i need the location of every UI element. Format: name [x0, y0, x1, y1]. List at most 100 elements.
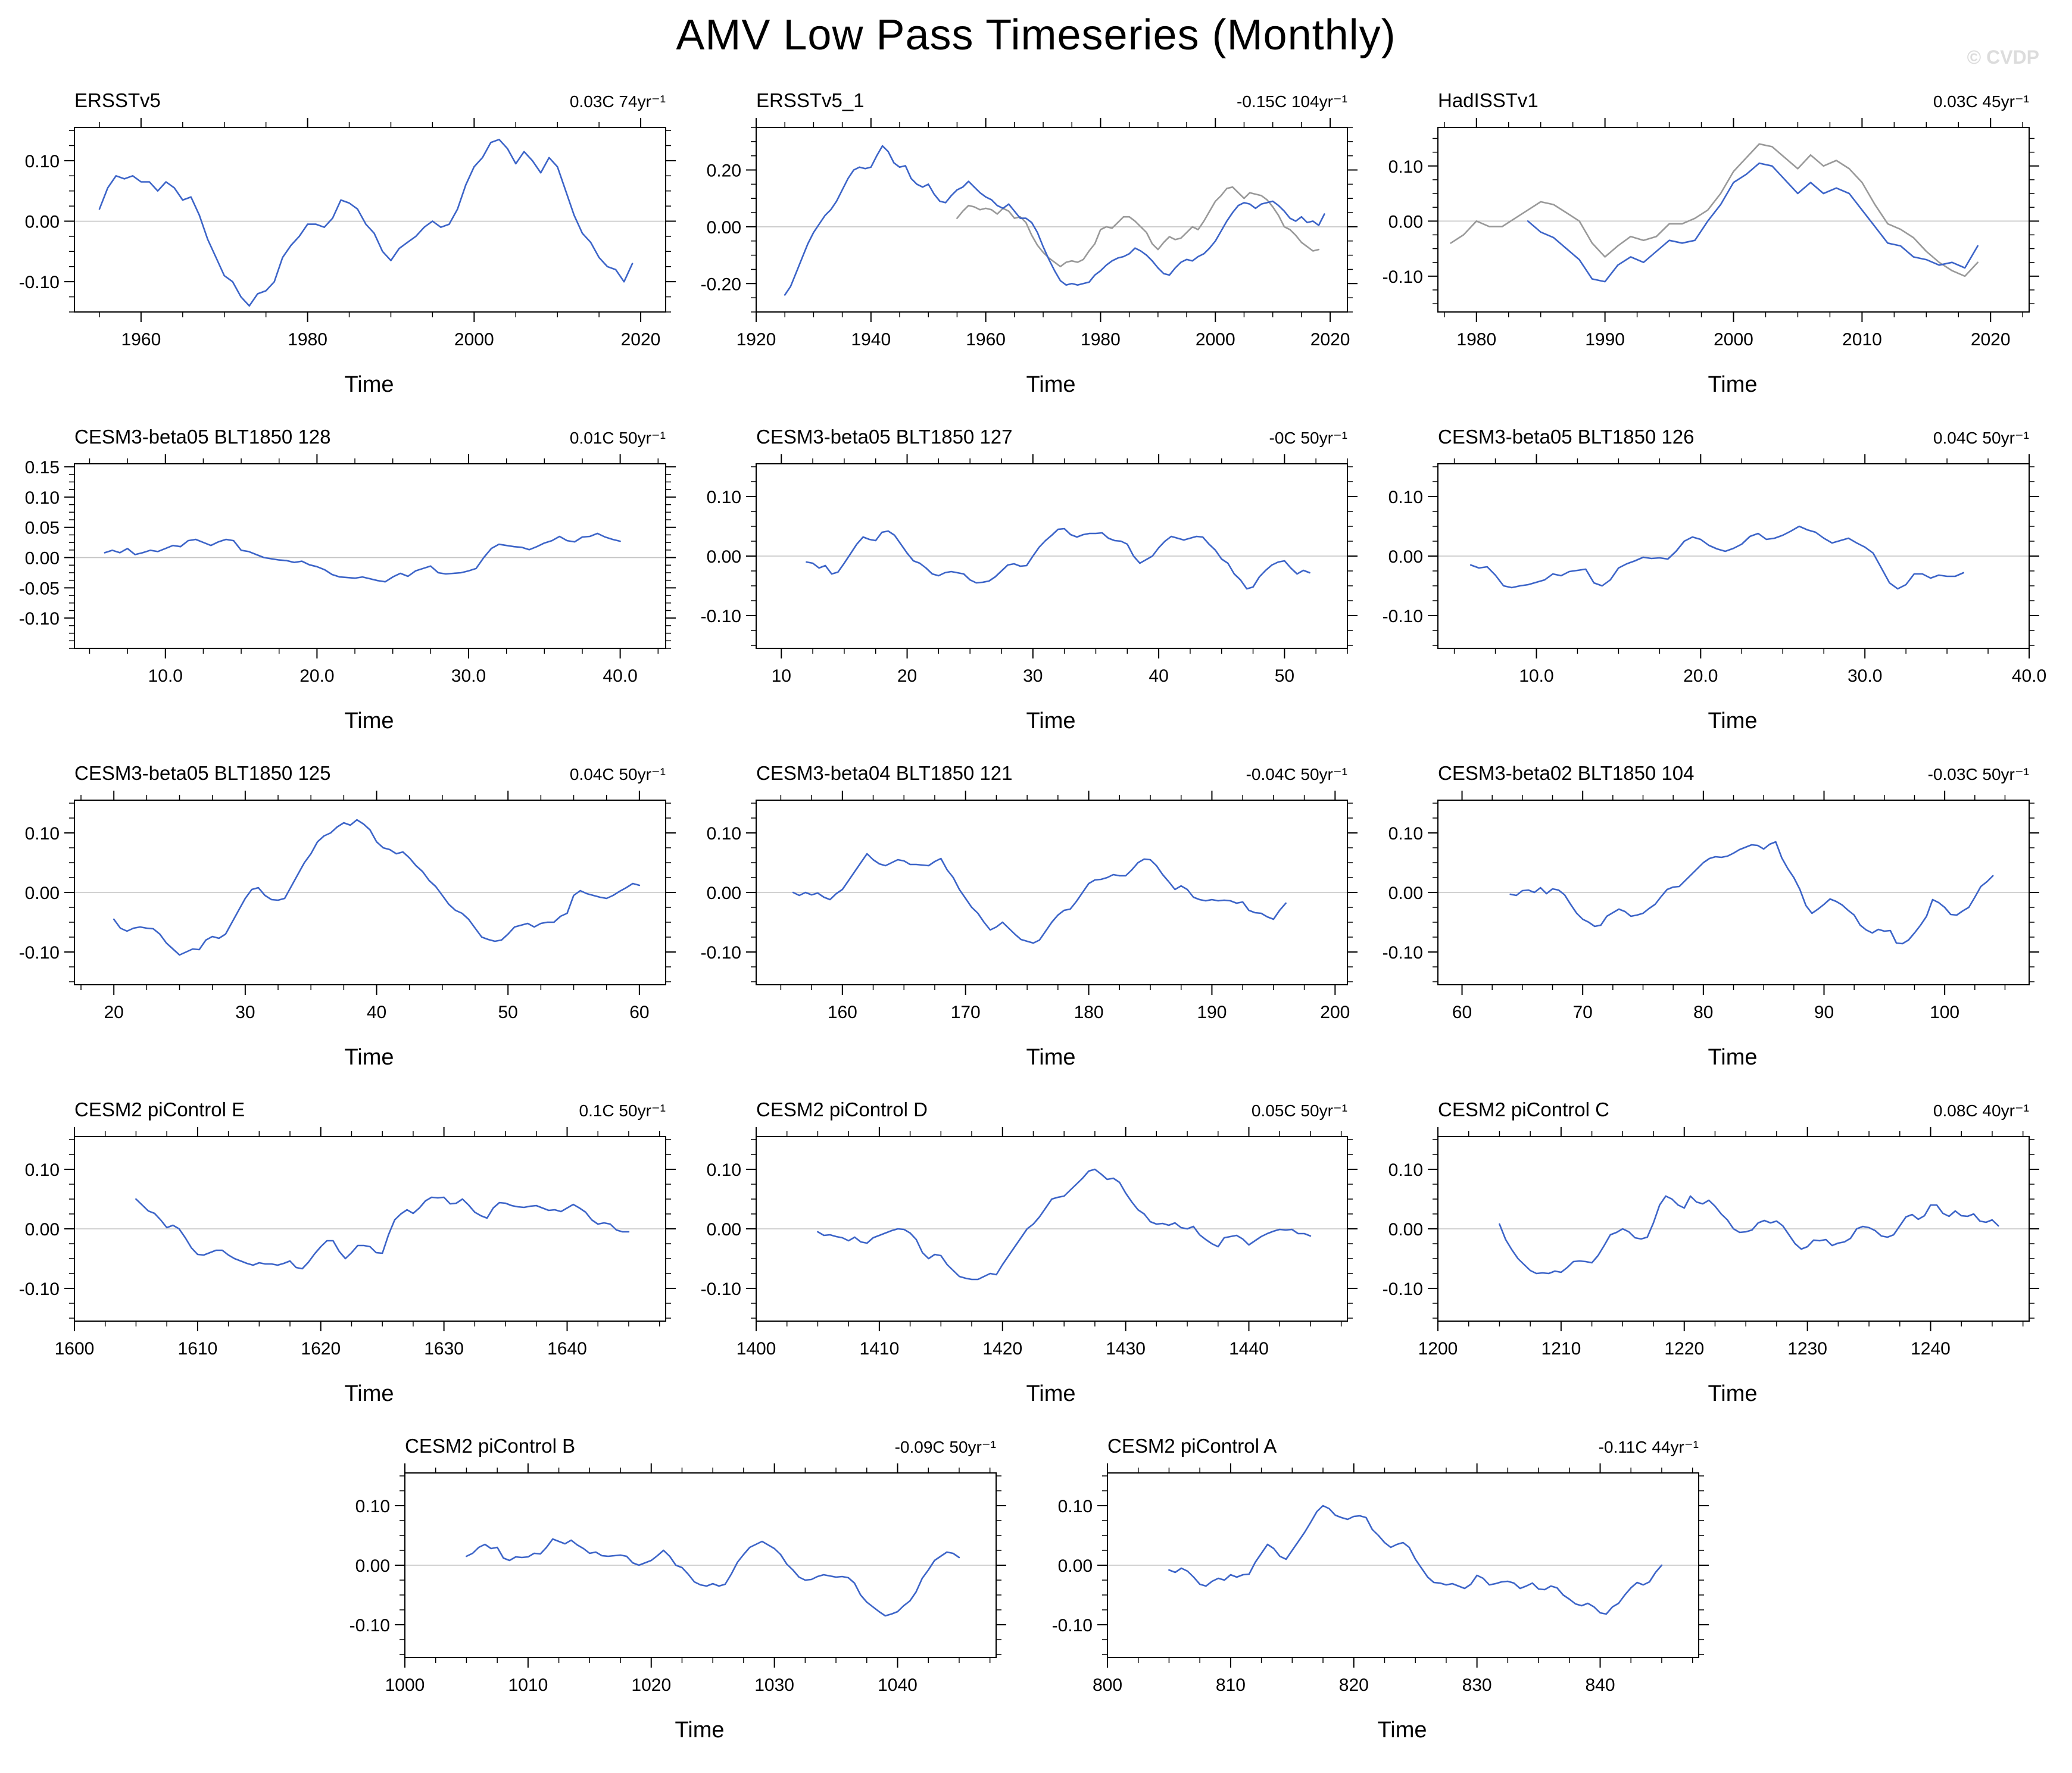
- x-axis-label: Time: [1708, 1045, 1758, 1070]
- svg-text:1220: 1220: [1664, 1339, 1704, 1359]
- page-header: AMV Low Pass Timeseries (Monthly) © CVDP: [0, 0, 2072, 89]
- svg-text:0.10: 0.10: [355, 1497, 390, 1516]
- panel-title: CESM2 piControl C: [1438, 1098, 1609, 1120]
- svg-text:2000: 2000: [454, 330, 494, 349]
- svg-text:0.10: 0.10: [25, 152, 60, 171]
- svg-text:1410: 1410: [860, 1339, 900, 1359]
- svg-text:1440: 1440: [1229, 1339, 1269, 1359]
- svg-text:-0.10: -0.10: [701, 1279, 741, 1299]
- panel-title: CESM3-beta05 BLT1850 127: [756, 426, 1013, 448]
- x-axis-label: Time: [1708, 372, 1758, 397]
- panel-trend: 0.04C 50yr⁻¹: [569, 765, 666, 784]
- svg-text:60: 60: [1452, 1003, 1472, 1022]
- svg-text:800: 800: [1093, 1675, 1122, 1695]
- svg-text:1000: 1000: [385, 1675, 425, 1695]
- svg-text:0.00: 0.00: [1058, 1556, 1093, 1576]
- x-axis-label: Time: [1026, 708, 1076, 733]
- svg-text:0.10: 0.10: [1388, 157, 1423, 177]
- svg-text:180: 180: [1074, 1003, 1104, 1022]
- svg-text:1210: 1210: [1541, 1339, 1581, 1359]
- svg-text:1400: 1400: [737, 1339, 776, 1359]
- panel-cesm2-picontrol-d: CESM2 piControl D 0.05C 50yr⁻¹ 1400 1410 14…: [700, 1098, 1372, 1411]
- svg-text:1430: 1430: [1106, 1339, 1146, 1359]
- x-axis-label: Time: [1708, 1381, 1758, 1406]
- svg-text:0.00: 0.00: [707, 884, 741, 903]
- svg-text:-0.10: -0.10: [1052, 1616, 1093, 1635]
- panel-title: HadISSTv1: [1438, 89, 1539, 111]
- svg-text:0.10: 0.10: [1388, 1160, 1423, 1180]
- panel-cesm3-beta05-blt1850-125: CESM3-beta05 BLT1850 125 0.04C 50yr⁻¹ 20 3…: [18, 762, 691, 1075]
- svg-text:0.10: 0.10: [25, 824, 60, 844]
- x-axis-label: Time: [1708, 708, 1758, 733]
- panel-trend: -0.04C 50yr⁻¹: [1246, 765, 1347, 784]
- panel-title: CESM2 piControl D: [756, 1098, 928, 1120]
- timeseries-plot: 1400 1410 1420 1430 1440 0.10 0.00 -0.10: [701, 1127, 1358, 1359]
- svg-text:50: 50: [498, 1003, 518, 1022]
- svg-text:810: 810: [1216, 1675, 1246, 1695]
- panel-title: CESM3-beta05 BLT1850 128: [74, 426, 331, 448]
- svg-text:-0.10: -0.10: [19, 943, 60, 963]
- x-axis-label: Time: [1026, 1045, 1076, 1070]
- panel-title: CESM3-beta04 BLT1850 121: [756, 762, 1013, 784]
- svg-text:10.0: 10.0: [1519, 666, 1553, 686]
- svg-text:2010: 2010: [1842, 330, 1882, 349]
- svg-text:-0.10: -0.10: [19, 1279, 60, 1299]
- svg-text:30: 30: [235, 1003, 255, 1022]
- svg-text:2020: 2020: [1971, 330, 2011, 349]
- svg-text:30.0: 30.0: [451, 666, 486, 686]
- svg-text:1640: 1640: [547, 1339, 587, 1359]
- x-axis-label: Time: [344, 1381, 394, 1406]
- svg-text:1630: 1630: [424, 1339, 464, 1359]
- svg-text:1620: 1620: [301, 1339, 341, 1359]
- svg-text:0.00: 0.00: [1388, 212, 1423, 232]
- svg-text:-0.10: -0.10: [1383, 607, 1423, 626]
- panel-title: CESM3-beta05 BLT1850 126: [1438, 426, 1695, 448]
- x-axis-label: Time: [1026, 1381, 1076, 1406]
- timeseries-plot: 10 20 30 40 50 0.10 0.00 -0.10: [701, 454, 1358, 686]
- svg-text:0.20: 0.20: [707, 161, 741, 181]
- svg-text:-0.10: -0.10: [701, 943, 741, 963]
- timeseries-plot: 1960 1980 2000 2020 0.10 0.00 -0.10: [19, 118, 676, 349]
- svg-text:0.10: 0.10: [1058, 1497, 1093, 1516]
- timeseries-plot: 10.0 20.0 30.0 40.0 0.15 0.10 0.05 0.00 -0.05 -0.…: [19, 454, 676, 686]
- panel-grid-last-row: CESM2 piControl B -0.09C 50yr⁻¹ 1000 1010 1…: [0, 1435, 2072, 1747]
- panel-trend: 0.08C 40yr⁻¹: [1933, 1101, 2029, 1120]
- x-axis-label: Time: [1026, 372, 1076, 397]
- svg-text:70: 70: [1573, 1003, 1593, 1022]
- x-axis-label: Time: [344, 1045, 394, 1070]
- x-axis-label: Time: [344, 708, 394, 733]
- svg-text:0.00: 0.00: [25, 1220, 60, 1240]
- svg-text:-0.20: -0.20: [701, 274, 741, 294]
- panel-cesm2-picontrol-c: CESM2 piControl C 0.08C 40yr⁻¹ 1200 1210 12…: [1381, 1098, 2054, 1411]
- svg-text:840: 840: [1585, 1675, 1615, 1695]
- svg-text:40: 40: [1149, 666, 1168, 686]
- svg-text:1240: 1240: [1911, 1339, 1951, 1359]
- svg-text:830: 830: [1462, 1675, 1492, 1695]
- panel-trend: -0.11C 44yr⁻¹: [1598, 1438, 1699, 1456]
- panel-trend: -0.03C 50yr⁻¹: [1927, 765, 2029, 784]
- svg-text:0.10: 0.10: [707, 1160, 741, 1180]
- svg-text:1960: 1960: [121, 330, 161, 349]
- svg-text:40.0: 40.0: [603, 666, 637, 686]
- panel-title: CESM2 piControl E: [74, 1098, 245, 1120]
- svg-text:0.15: 0.15: [25, 458, 60, 477]
- svg-text:20: 20: [104, 1003, 124, 1022]
- svg-text:0.00: 0.00: [1388, 884, 1423, 903]
- svg-text:100: 100: [1930, 1003, 1959, 1022]
- svg-text:40: 40: [367, 1003, 386, 1022]
- panel-title: CESM3-beta02 BLT1850 104: [1438, 762, 1695, 784]
- svg-text:1980: 1980: [1081, 330, 1121, 349]
- panel-cesm2-picontrol-e: CESM2 piControl E 0.1C 50yr⁻¹ 1600 1610 162…: [18, 1098, 691, 1411]
- svg-text:50: 50: [1275, 666, 1294, 686]
- svg-text:1010: 1010: [508, 1675, 548, 1695]
- svg-text:1040: 1040: [878, 1675, 918, 1695]
- svg-text:40.0: 40.0: [2012, 666, 2046, 686]
- svg-text:1420: 1420: [982, 1339, 1022, 1359]
- svg-text:0.00: 0.00: [25, 549, 60, 569]
- timeseries-plot: 1000 1010 1020 1030 1040 0.10 0.00 -0.10: [350, 1463, 1006, 1695]
- svg-text:20.0: 20.0: [299, 666, 334, 686]
- svg-text:1940: 1940: [851, 330, 891, 349]
- svg-text:0.00: 0.00: [707, 547, 741, 567]
- svg-text:1920: 1920: [737, 330, 776, 349]
- panel-trend: 0.03C 45yr⁻¹: [1933, 92, 2029, 111]
